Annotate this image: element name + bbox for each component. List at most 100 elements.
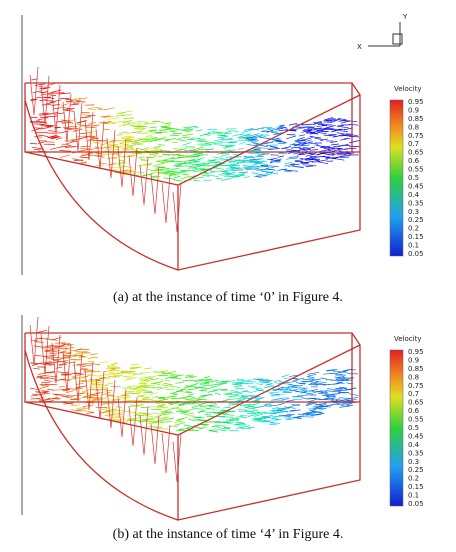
vector	[279, 410, 289, 413]
vector	[171, 141, 179, 144]
vector	[57, 371, 69, 374]
vector	[88, 106, 96, 109]
vector	[71, 409, 82, 412]
vector	[212, 389, 221, 391]
vector	[88, 138, 96, 140]
vector	[128, 136, 135, 139]
vector	[65, 396, 73, 399]
vector	[240, 416, 248, 419]
legend-label: 0.5	[408, 424, 419, 432]
vector	[41, 381, 50, 384]
vector	[278, 129, 289, 132]
vector	[253, 167, 260, 170]
vector	[317, 130, 328, 133]
vector	[237, 378, 244, 382]
vector	[146, 138, 159, 140]
vector	[143, 122, 151, 126]
vector	[42, 392, 51, 395]
vector	[124, 371, 137, 375]
vector	[109, 367, 118, 371]
vector	[260, 165, 269, 168]
vector	[230, 390, 239, 392]
vector	[138, 156, 145, 159]
vector	[139, 158, 149, 161]
vector	[37, 141, 45, 144]
domain-box	[24, 332, 361, 521]
vector	[137, 394, 145, 397]
vector	[57, 345, 64, 347]
vector	[158, 171, 166, 174]
legend-label: 0.45	[408, 432, 424, 440]
vector	[162, 418, 169, 421]
vector	[192, 126, 199, 128]
vector	[95, 155, 105, 158]
vector	[48, 370, 55, 373]
vector	[251, 148, 261, 150]
vector	[68, 125, 77, 128]
vector	[221, 178, 232, 181]
vector	[169, 134, 180, 137]
vector	[217, 136, 225, 139]
vector	[80, 148, 93, 150]
vector	[252, 157, 264, 162]
vector	[122, 120, 132, 123]
vector	[349, 136, 360, 138]
vector	[42, 347, 51, 349]
vector	[337, 118, 347, 121]
vector	[317, 161, 329, 165]
vector	[34, 136, 43, 138]
vector	[278, 415, 286, 417]
vector	[152, 412, 161, 415]
vector	[163, 157, 175, 161]
vector	[306, 411, 318, 416]
vector	[330, 141, 338, 144]
vector	[332, 370, 342, 373]
vector	[251, 172, 260, 175]
vector	[169, 385, 181, 389]
vector	[122, 410, 131, 413]
vector	[252, 418, 264, 421]
vector	[301, 142, 310, 146]
vector	[90, 393, 100, 395]
vector	[196, 129, 203, 131]
vector	[272, 418, 279, 420]
vector	[177, 401, 188, 406]
vector	[328, 393, 340, 396]
vector	[86, 139, 94, 142]
vector	[135, 138, 144, 142]
vector	[183, 424, 191, 427]
vector	[112, 412, 123, 416]
vector	[159, 413, 170, 416]
vector	[65, 351, 72, 353]
vector	[295, 139, 303, 143]
vector	[204, 413, 211, 416]
vector	[66, 377, 77, 381]
vector	[317, 124, 328, 126]
vector	[271, 406, 279, 410]
vector	[216, 163, 226, 166]
vector	[248, 410, 259, 412]
vector	[40, 125, 52, 128]
vector	[32, 90, 42, 94]
vector	[45, 383, 58, 386]
vector	[305, 414, 316, 416]
vector	[213, 144, 222, 146]
vector	[335, 381, 343, 384]
vector	[165, 376, 172, 379]
vector	[197, 410, 206, 413]
vector	[32, 393, 40, 396]
vector	[65, 98, 73, 101]
vector	[30, 98, 38, 102]
vector	[241, 379, 253, 383]
vector	[109, 369, 120, 372]
vector	[179, 397, 190, 400]
vector	[317, 129, 325, 132]
vector	[290, 149, 300, 152]
vector	[60, 92, 71, 95]
legend-label: 0.7	[408, 140, 419, 148]
vector	[117, 394, 126, 397]
vector	[298, 141, 307, 145]
vector	[73, 102, 80, 105]
vector	[41, 390, 50, 392]
vector	[98, 361, 109, 364]
